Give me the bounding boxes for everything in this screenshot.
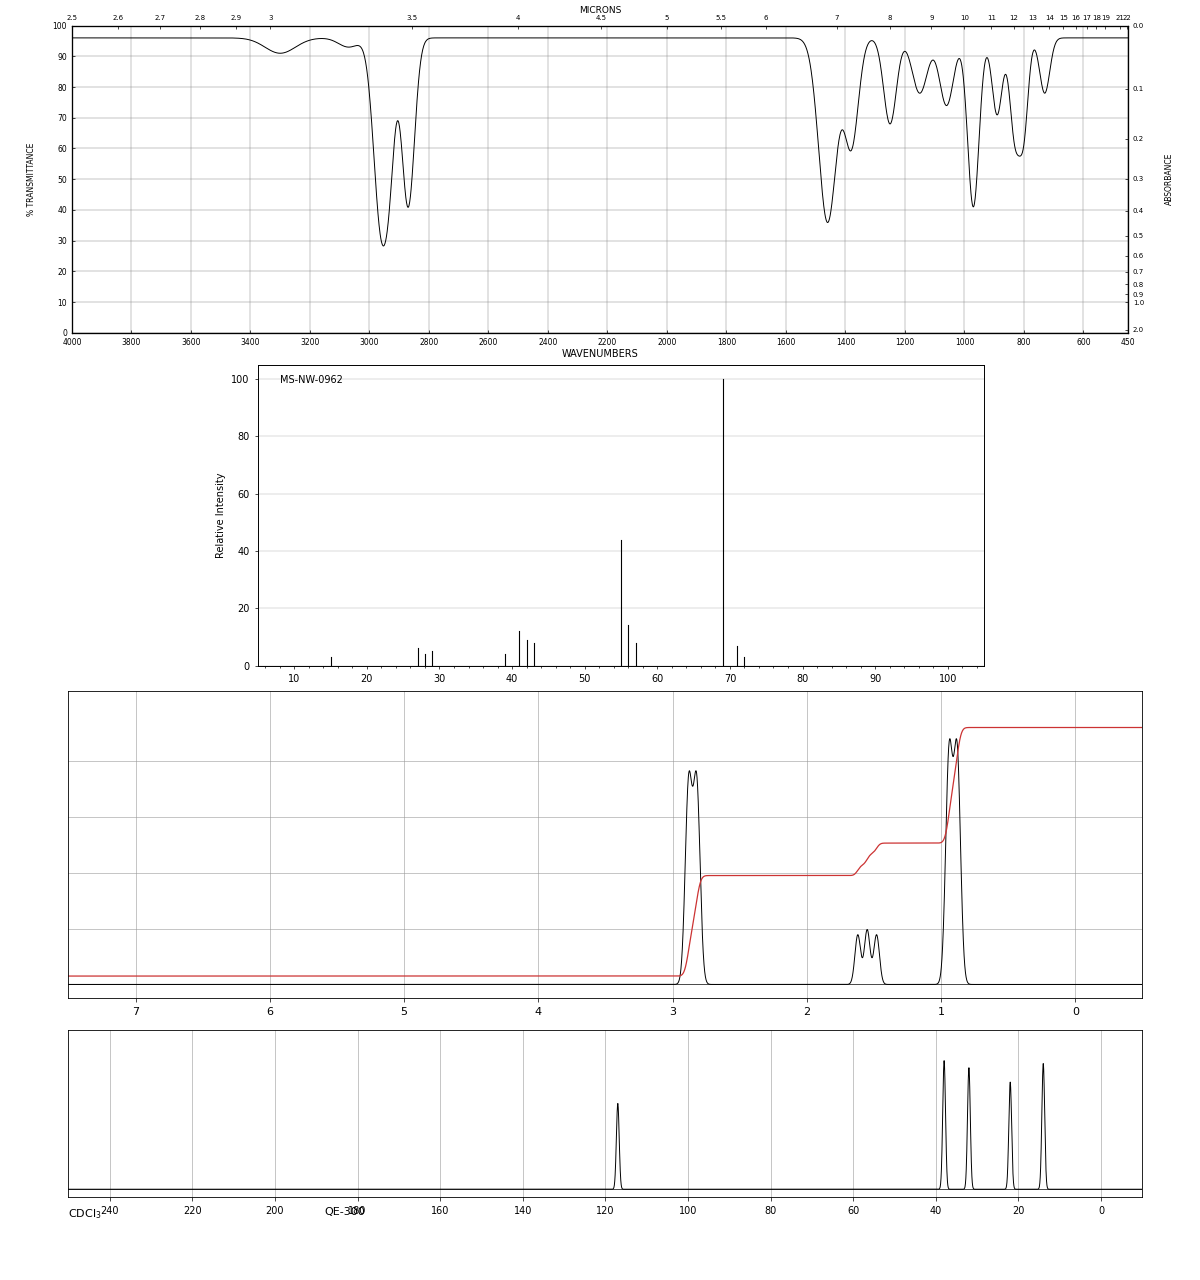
- Y-axis label: Relative Intensity: Relative Intensity: [216, 472, 226, 558]
- Text: CDCl$_3$: CDCl$_3$: [68, 1207, 102, 1221]
- X-axis label: MICRONS: MICRONS: [578, 6, 622, 15]
- Text: % TRANSMITTANCE: % TRANSMITTANCE: [28, 142, 36, 216]
- Text: MS-NW-0962: MS-NW-0962: [280, 375, 343, 385]
- X-axis label: m/z: m/z: [610, 690, 632, 703]
- Text: QE-300: QE-300: [324, 1207, 365, 1217]
- Text: ABSORBANCE: ABSORBANCE: [1165, 154, 1174, 205]
- X-axis label: WAVENUMBERS: WAVENUMBERS: [562, 349, 638, 360]
